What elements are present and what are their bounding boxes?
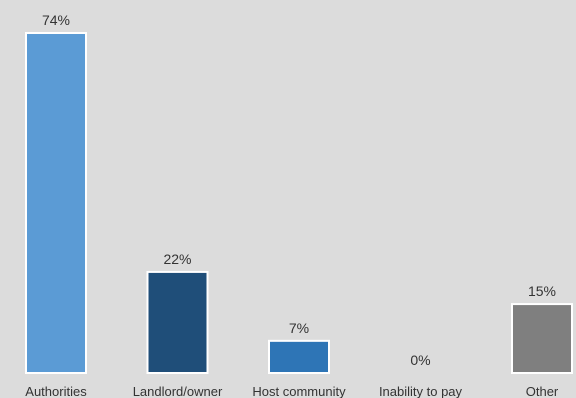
data-label-landlord-owner: 22% xyxy=(163,251,191,267)
bar-landlord-owner xyxy=(146,270,209,374)
data-label-inability-to-pay: 0% xyxy=(410,352,430,368)
category-label-inability-to-pay: Inability to pay xyxy=(379,384,463,398)
bar-authorities xyxy=(25,32,87,374)
bar-host-community xyxy=(268,339,330,374)
data-label-other: 15% xyxy=(528,283,556,299)
bars-group xyxy=(25,32,573,375)
category-label-host-community: Host community xyxy=(252,384,346,398)
bar-other xyxy=(511,303,573,375)
data-label-host-community: 7% xyxy=(289,320,309,336)
category-labels-group: Authorities Landlord/owner Host community I… xyxy=(25,384,559,398)
data-labels-group: 74% 22% 7% 0% 15% xyxy=(42,12,556,368)
category-label-landlord-owner: Landlord/owner xyxy=(133,384,223,398)
data-label-authorities: 74% xyxy=(42,12,70,28)
category-label-other: Other xyxy=(526,384,559,398)
category-label-authorities: Authorities xyxy=(25,384,87,398)
